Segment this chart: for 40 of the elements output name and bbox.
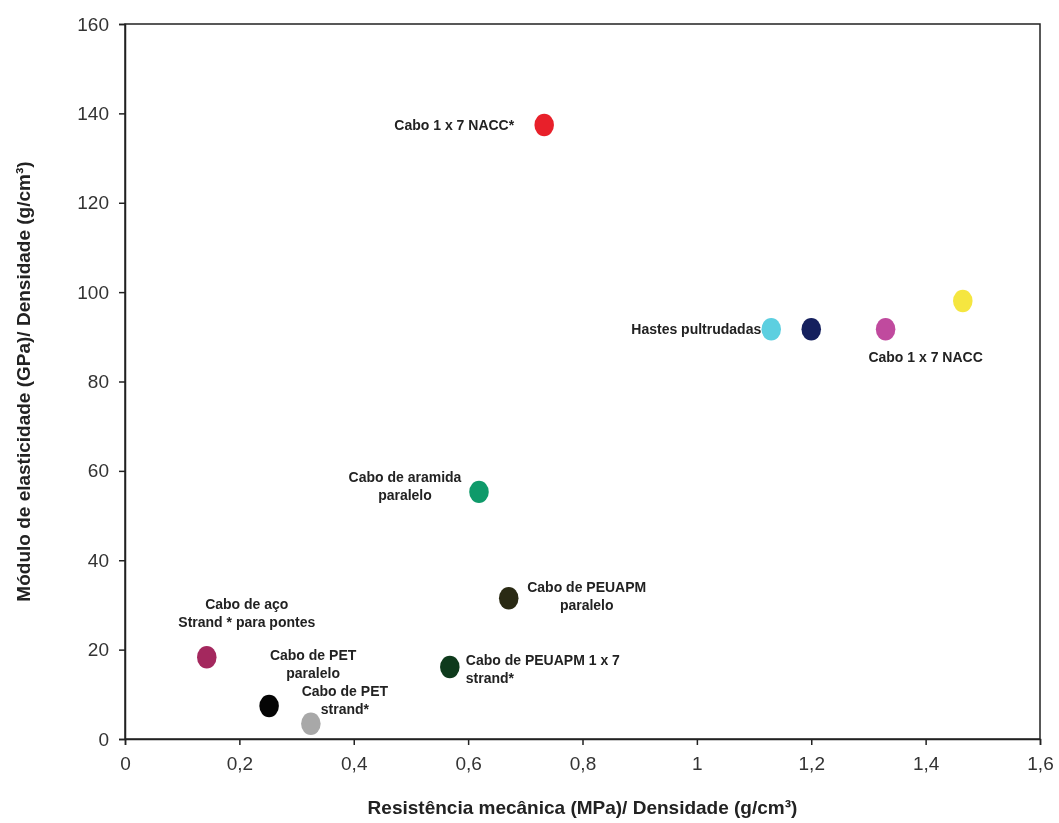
x-axis-title: Resistência mecânica (MPa)/ Densidade (g/cm³) bbox=[367, 797, 798, 818]
point bbox=[953, 289, 973, 313]
annotation: Cabo de PET strand* bbox=[301, 682, 389, 717]
annotation: Cabo de PET paralelo bbox=[269, 646, 357, 681]
point bbox=[875, 318, 896, 341]
point bbox=[259, 694, 279, 718]
point bbox=[534, 113, 554, 137]
point bbox=[801, 318, 822, 341]
y-tick-label: 100 bbox=[77, 281, 109, 303]
x-tick-label: 1 bbox=[692, 753, 703, 775]
x-tick-label: 0,6 bbox=[455, 753, 482, 775]
x-tick-label: 0,4 bbox=[341, 753, 368, 775]
y-tick-label: 120 bbox=[77, 192, 109, 214]
x-tick-label: 1,4 bbox=[912, 753, 940, 775]
point bbox=[761, 318, 781, 341]
x-tick-label: 1,2 bbox=[798, 753, 825, 775]
annotation: Cabo de aramida paralelo bbox=[348, 468, 462, 503]
y-tick-label: 40 bbox=[87, 549, 109, 571]
y-tick-label: 0 bbox=[98, 728, 109, 750]
annotation: Cabo 1 x 7 NACC bbox=[868, 349, 983, 366]
annotation: Hastes pultrudadas bbox=[631, 321, 762, 338]
y-tick-label: 20 bbox=[87, 639, 109, 661]
point bbox=[498, 587, 519, 610]
point bbox=[301, 712, 321, 736]
x-tick-label: 1,6 bbox=[1027, 753, 1054, 775]
annotation: Cabo de PEUAPM 1 x 7 strand* bbox=[465, 652, 621, 687]
point bbox=[440, 655, 460, 679]
y-tick-label: 160 bbox=[77, 13, 109, 35]
point bbox=[469, 480, 489, 504]
x-tick-label: 0 bbox=[120, 753, 131, 775]
x-tick-label: 0,8 bbox=[569, 753, 597, 775]
x-tick-label: 0,2 bbox=[226, 753, 254, 775]
y-tick-label: 60 bbox=[87, 460, 109, 482]
y-axis-title: Módulo de elasticidade (GPa)/ Densidade (g/cm³) bbox=[13, 161, 34, 602]
annotation: Cabo de aço Strand * para pontes bbox=[178, 596, 316, 631]
y-tick-label: 140 bbox=[77, 102, 109, 124]
annotation: Cabo 1 x 7 NACC* bbox=[394, 116, 515, 133]
point bbox=[197, 646, 217, 669]
y-tick-label: 80 bbox=[87, 371, 109, 393]
annotation: Cabo de PEUAPM paralelo bbox=[527, 579, 647, 614]
